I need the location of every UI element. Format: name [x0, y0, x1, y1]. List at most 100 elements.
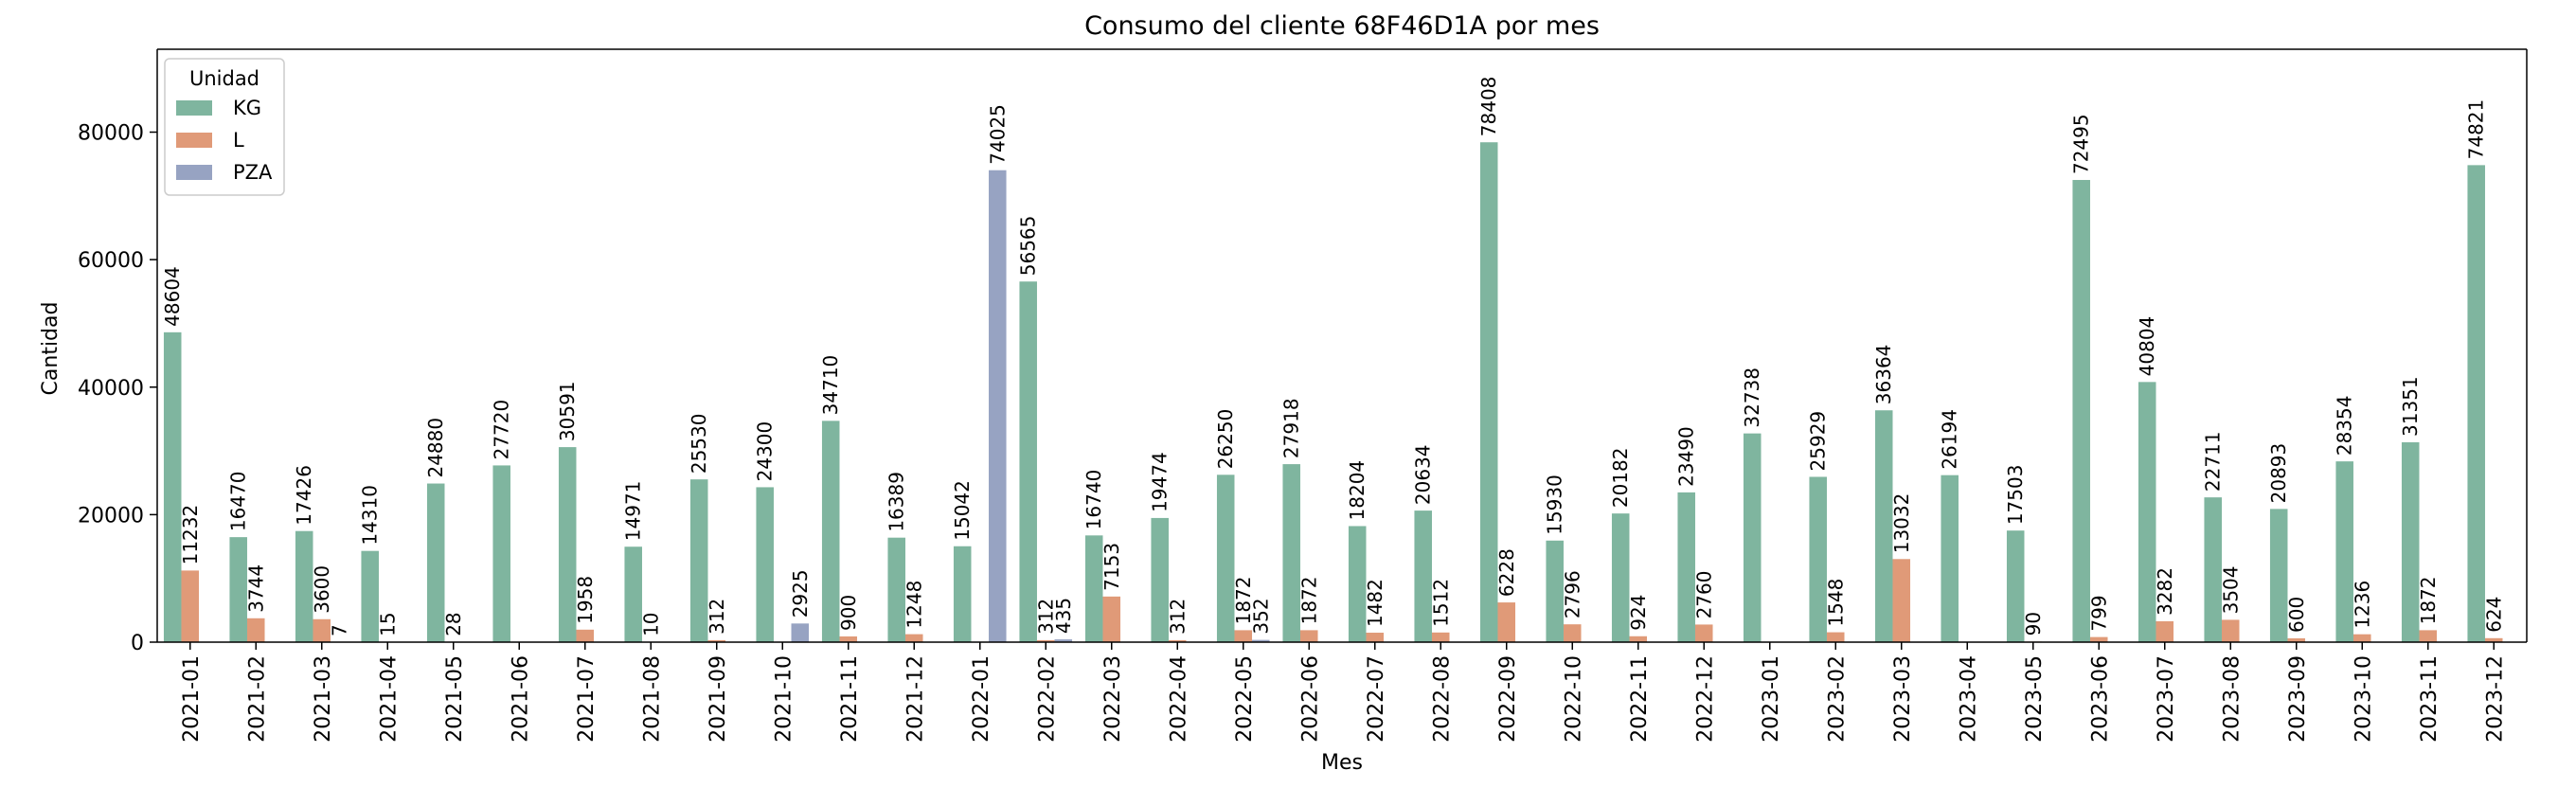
bar-l-2021-12 [904, 634, 923, 642]
data-label-l-2021-03: 3600 [311, 565, 333, 614]
bar-kg-2022-07 [1348, 526, 1367, 642]
x-tick-label: 2021-01 [180, 655, 204, 743]
legend-title: Unidad [189, 67, 259, 90]
data-label-kg-2022-01: 15042 [951, 480, 974, 541]
data-label-kg-2021-07: 30591 [556, 381, 579, 441]
bar-l-2022-12 [1694, 624, 1713, 642]
data-label-l-2022-09: 6228 [1495, 548, 1518, 597]
data-label-l-2023-07: 3282 [2154, 567, 2176, 616]
x-tick-label: 2021-06 [509, 655, 532, 743]
data-label-kg-2023-11: 31351 [2399, 376, 2422, 437]
data-label-l-2022-04: 312 [1166, 599, 1189, 635]
data-label-kg-2023-12: 74821 [2465, 99, 2488, 160]
bar-kg-2021-03 [295, 530, 313, 642]
x-tick-label: 2021-03 [312, 655, 335, 743]
legend-swatch-l [176, 133, 212, 148]
x-tick-label: 2022-01 [970, 655, 993, 743]
data-label-pza-2022-02: 435 [1052, 598, 1075, 634]
data-label-l-2021-05: 28 [442, 612, 465, 636]
bar-pza-2022-02 [1054, 639, 1073, 642]
data-label-l-2023-11: 1872 [2417, 576, 2440, 624]
bar-kg-2021-08 [624, 546, 642, 642]
bar-l-2022-06 [1299, 630, 1318, 642]
bar-l-2023-10 [2352, 634, 2371, 642]
data-label-pza-2022-05: 352 [1249, 598, 1272, 634]
bar-l-2021-09 [707, 639, 726, 642]
bar-kg-2022-12 [1677, 492, 1695, 642]
x-tick-label: 2023-05 [2023, 655, 2047, 743]
data-label-kg-2021-12: 16389 [886, 472, 908, 532]
data-label-kg-2021-11: 34710 [819, 355, 842, 416]
bar-kg-2023-02 [1809, 476, 1827, 642]
data-label-kg-2023-10: 28354 [2334, 396, 2356, 457]
bar-l-2022-09 [1497, 602, 1516, 642]
bar-l-2023-09 [2287, 637, 2306, 642]
x-tick-label: 2022-06 [1298, 655, 1322, 743]
data-label-kg-2021-09: 25530 [688, 414, 710, 475]
data-label-kg-2022-09: 78408 [1477, 77, 1500, 137]
data-label-l-2021-11: 900 [837, 595, 860, 631]
data-label-kg-2023-09: 20893 [2267, 443, 2290, 504]
bar-kg-2023-04 [1941, 475, 1959, 642]
legend: Unidad KG L PZA [164, 58, 285, 196]
x-tick-label: 2022-11 [1628, 655, 1652, 743]
data-label-pza-2021-03: 7 [328, 624, 350, 636]
data-label-kg-2023-05: 17503 [2004, 465, 2027, 526]
bar-l-2023-12 [2484, 637, 2503, 642]
data-label-l-2022-03: 7153 [1100, 543, 1123, 591]
bar-l-2022-02 [1036, 639, 1055, 642]
x-tick-label: 2023-11 [2418, 655, 2442, 743]
data-label-kg-2023-06: 72495 [2070, 114, 2093, 174]
bar-l-2021-01 [181, 570, 200, 642]
data-label-l-2023-09: 600 [2285, 597, 2308, 633]
bar-pza-2022-01 [989, 170, 1007, 642]
data-label-l-2021-07: 1958 [574, 576, 597, 624]
y-tick-label: 0 [131, 632, 144, 655]
legend-box [164, 58, 285, 196]
x-tick-label: 2023-01 [1760, 655, 1783, 743]
bar-kg-2023-12 [2467, 165, 2485, 642]
bar-kg-2021-11 [821, 421, 840, 642]
x-tick-label: 2021-10 [772, 655, 796, 743]
data-label-l-2023-06: 799 [2087, 595, 2110, 631]
x-tick-label: 2022-10 [1562, 655, 1585, 743]
x-tick-label: 2021-12 [903, 655, 927, 743]
data-label-l-2022-10: 2796 [1561, 570, 1583, 618]
data-label-pza-2021-10: 2925 [789, 569, 812, 618]
legend-label-pza: PZA [233, 161, 273, 184]
y-axis-label: Cantidad [39, 302, 63, 396]
bar-l-2023-06 [2089, 636, 2108, 642]
data-label-kg-2021-10: 24300 [754, 421, 777, 482]
x-tick-label: 2021-09 [707, 655, 730, 743]
data-label-l-2023-08: 3504 [2219, 566, 2242, 615]
data-label-kg-2023-04: 26194 [1939, 409, 1961, 470]
bar-l-2021-02 [246, 618, 265, 642]
data-label-l-2023-05: 90 [2022, 612, 2045, 636]
bar-kg-2023-10 [2335, 461, 2353, 642]
x-tick-label: 2021-02 [245, 655, 269, 743]
x-tick-label: 2022-08 [1430, 655, 1454, 743]
x-tick-label: 2022-05 [1233, 655, 1257, 743]
chart-title: Consumo del cliente 68F46D1A por mes [1084, 11, 1600, 41]
data-label-kg-2022-04: 19474 [1149, 452, 1172, 512]
data-label-kg-2021-03: 17426 [293, 465, 315, 526]
data-label-kg-2022-12: 23490 [1675, 426, 1698, 487]
data-label-l-2022-05: 1872 [1232, 576, 1255, 624]
y-tick-label: 20000 [78, 504, 144, 528]
x-tick-label: 2022-07 [1365, 655, 1388, 743]
data-label-kg-2022-05: 26250 [1214, 409, 1237, 470]
bar-l-2022-11 [1629, 636, 1648, 642]
bar-kg-2022-05 [1216, 475, 1235, 642]
data-label-l-2022-07: 1482 [1364, 579, 1386, 627]
x-tick-label: 2022-09 [1496, 655, 1520, 743]
bar-l-2022-03 [1102, 596, 1121, 642]
x-tick-label: 2023-10 [2352, 655, 2375, 743]
data-label-kg-2022-02: 56565 [1017, 216, 1040, 277]
data-label-l-2023-10: 1236 [2351, 581, 2373, 629]
data-label-l-2021-01: 11232 [179, 505, 202, 565]
data-label-l-2023-02: 1548 [1824, 579, 1847, 627]
x-tick-label: 2022-04 [1167, 655, 1190, 743]
bar-kg-2021-09 [689, 479, 708, 642]
bar-kg-2021-01 [163, 331, 182, 642]
bar-l-2021-03 [313, 618, 331, 642]
